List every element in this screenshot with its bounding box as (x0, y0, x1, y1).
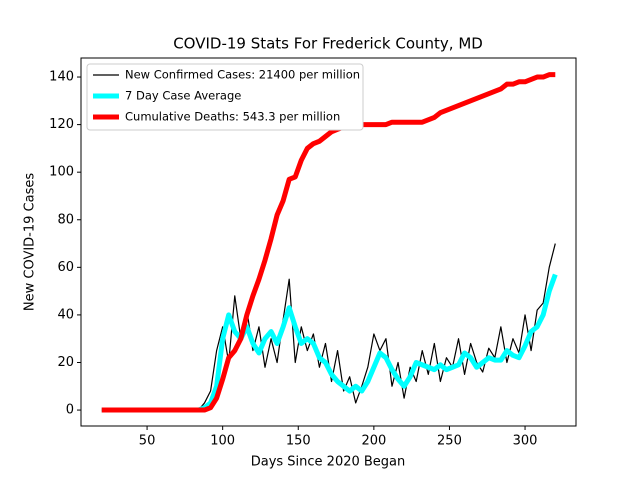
y-tick-label: 20 (57, 355, 74, 370)
x-tick-label: 100 (210, 434, 235, 449)
y-tick-label: 0 (66, 403, 74, 418)
x-tick-label: 150 (286, 434, 311, 449)
y-tick-label: 60 (57, 260, 74, 275)
y-tick-label: 140 (49, 70, 74, 85)
x-tick-label: 50 (139, 434, 156, 449)
legend-box (86, 63, 364, 131)
y-tick-label: 100 (49, 165, 74, 180)
x-tick-label: 300 (513, 434, 538, 449)
series-line (101, 243, 556, 411)
legend-label: New Confirmed Cases: 21400 per million (125, 68, 360, 82)
legend-label: Cumulative Deaths: 543.3 per million (125, 110, 340, 124)
y-tick-label: 120 (49, 117, 74, 132)
x-tick-label: 250 (437, 434, 462, 449)
legend: New Confirmed Cases: 21400 per million 7 … (86, 63, 364, 131)
plot-frame (80, 57, 577, 427)
x-axis-label: Days Since 2020 Began (251, 455, 406, 470)
series-line (101, 72, 556, 413)
x-tick-label: 200 (361, 434, 386, 449)
y-axis-label: New COVID-19 Cases (23, 173, 38, 311)
y-tick-label: 40 (57, 307, 74, 322)
chart-title: COVID-19 Stats For Frederick County, MD (173, 35, 483, 53)
legend-label: 7 Day Case Average (125, 89, 241, 103)
series-line (101, 273, 558, 413)
y-tick-label: 80 (57, 212, 74, 227)
